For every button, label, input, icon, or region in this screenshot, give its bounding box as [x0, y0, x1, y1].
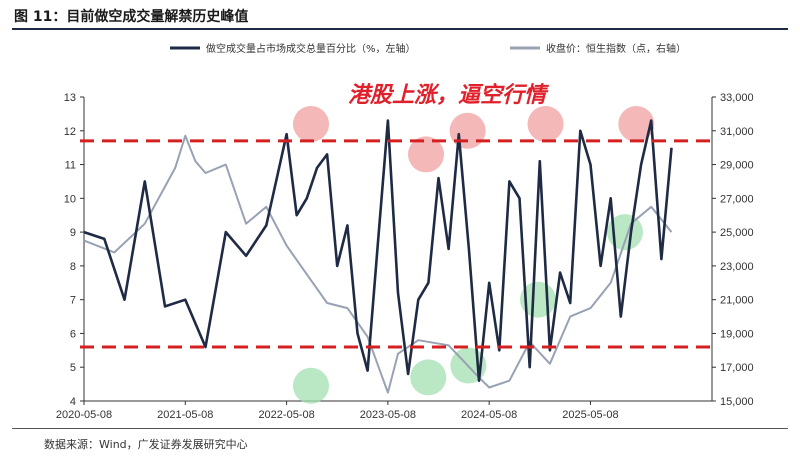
series-line-hsi: [83, 134, 673, 394]
right-tick-label: 23,000: [720, 261, 754, 273]
right-tick-label: 33,000: [720, 92, 754, 104]
right-tick-label: 31,000: [720, 126, 754, 138]
left-tick-label: 9: [70, 227, 76, 239]
right-tick-label: 29,000: [720, 160, 754, 172]
right-tick-label: 17,000: [720, 362, 754, 374]
right-tick-label: 25,000: [720, 227, 754, 239]
highlight-markers: [292, 106, 655, 404]
source-rule: [12, 428, 788, 429]
legend: 做空成交量占市场成交总量百分比（%，左轴） 收盘价：恒生指数（点，右轴）: [170, 42, 686, 55]
figure-title: 图 11：目前做空成交量解禁历史峰值: [14, 9, 249, 25]
x-tick-label: 2022-05-08: [258, 409, 314, 421]
peak-marker: [407, 136, 444, 173]
legend-label-short-volume: 做空成交量占市场成交总量百分比（%，左轴）: [206, 42, 416, 55]
legend-label-hsi: 收盘价：恒生指数（点，右轴）: [546, 42, 686, 55]
x-tick-label: 2025-05-08: [562, 409, 618, 421]
axes: [83, 97, 713, 402]
annotation-text: 港股上涨，逼空行情: [348, 82, 550, 108]
left-tick-label: 11: [65, 160, 76, 172]
left-tick-label: 7: [70, 295, 76, 307]
trough-marker: [292, 367, 329, 404]
left-axis-ticks: 4 5 6 7 8 9 10 11 12 13: [64, 92, 84, 408]
trough-marker: [410, 359, 447, 396]
right-tick-label: 19,000: [720, 328, 754, 340]
left-tick-label: 6: [70, 328, 76, 340]
left-tick-label: 12: [64, 126, 76, 138]
reference-lines: [80, 139, 716, 349]
left-tick-label: 10: [64, 193, 76, 205]
right-tick-label: 27,000: [720, 193, 754, 205]
peak-marker: [618, 106, 655, 143]
left-tick-label: 13: [64, 92, 76, 104]
chart: 做空成交量占市场成交总量百分比（%，左轴） 收盘价：恒生指数（点，右轴） 4 5 6…: [56, 42, 754, 421]
peak-marker: [292, 106, 329, 143]
x-tick-label: 2020-05-08: [56, 409, 112, 421]
left-tick-label: 4: [70, 396, 76, 408]
source-line: 数据来源：Wind，广发证券发展研究中心: [44, 438, 248, 451]
x-tick-label: 2023-05-08: [360, 409, 416, 421]
series-lines: [83, 119, 673, 394]
x-tick-label: 2021-05-08: [157, 409, 213, 421]
peak-marker: [449, 112, 486, 149]
left-tick-label: 8: [70, 261, 76, 273]
right-tick-label: 15,000: [720, 396, 754, 408]
series-line-short-volume: [83, 119, 673, 383]
left-tick-label: 5: [70, 362, 76, 374]
title-rule: [12, 28, 788, 30]
x-tick-label: 2024-05-08: [461, 409, 517, 421]
right-tick-label: 21,000: [720, 295, 754, 307]
trough-marker: [606, 214, 643, 251]
x-axis-ticks: 2020-05-08 2021-05-08 2022-05-08 2023-05-08…: [56, 401, 619, 421]
right-axis-ticks: 15,000 17,000 19,000 21,000 23,000 25,000 27,0…: [712, 92, 754, 408]
peak-marker: [527, 106, 564, 143]
